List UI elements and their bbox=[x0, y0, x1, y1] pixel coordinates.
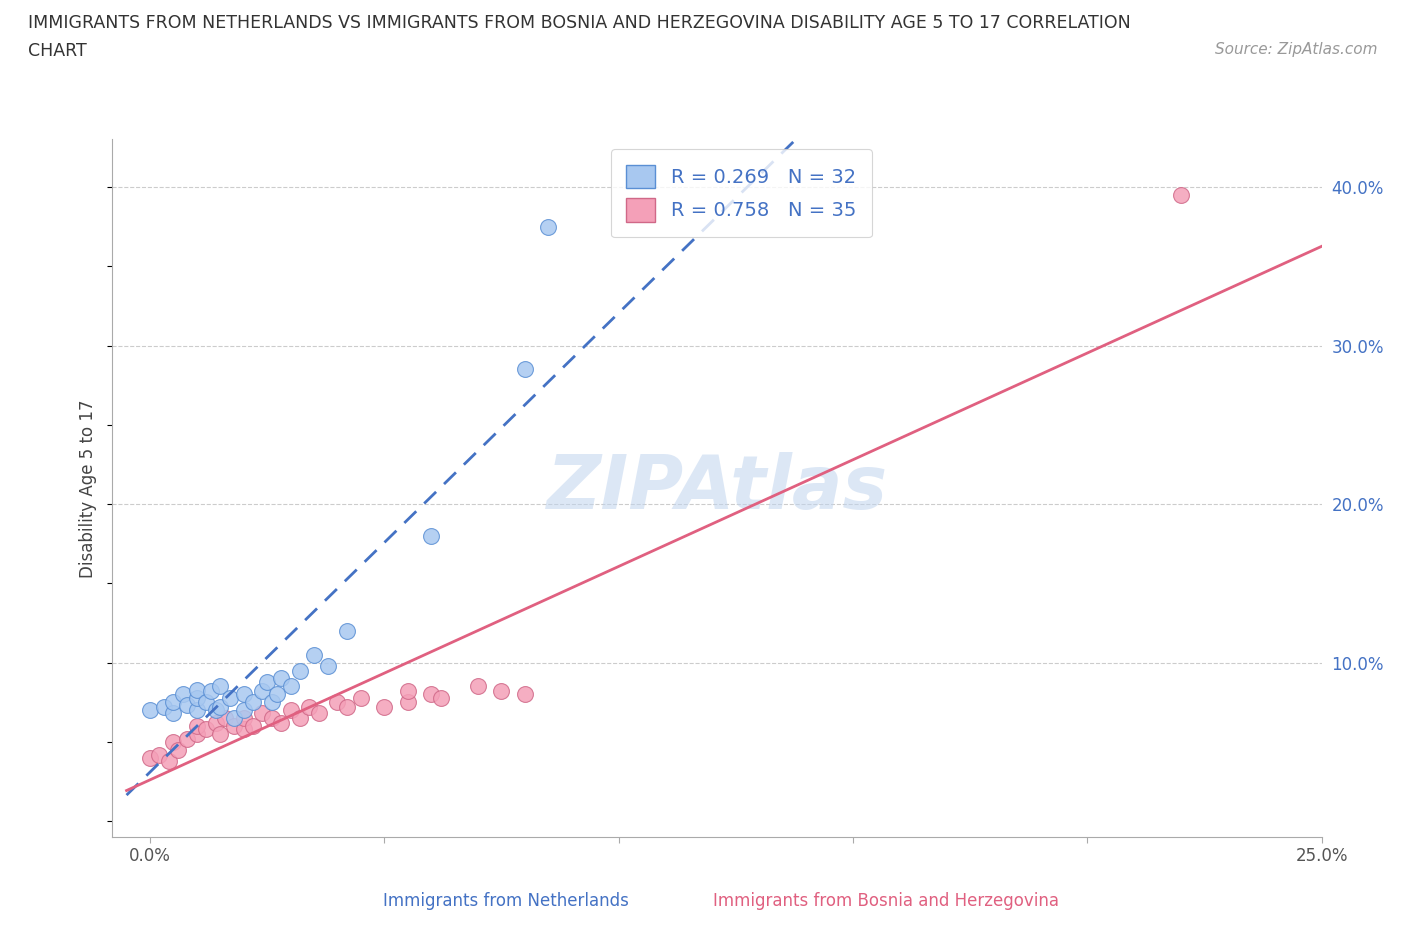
Point bbox=[224, 719, 246, 734]
Point bbox=[316, 658, 339, 673]
Point bbox=[280, 703, 302, 718]
Point bbox=[336, 699, 359, 714]
Point bbox=[242, 719, 264, 734]
Point bbox=[172, 687, 194, 702]
Point bbox=[373, 699, 395, 714]
Point bbox=[420, 687, 443, 702]
Text: Source: ZipAtlas.com: Source: ZipAtlas.com bbox=[1215, 42, 1378, 57]
Point bbox=[242, 695, 264, 710]
Point bbox=[186, 690, 208, 705]
Point bbox=[186, 726, 208, 741]
Text: ZIPAtlas: ZIPAtlas bbox=[547, 452, 887, 525]
Point bbox=[232, 722, 254, 737]
Point bbox=[162, 706, 184, 721]
Point bbox=[195, 722, 218, 737]
Point bbox=[200, 684, 222, 698]
Point bbox=[260, 711, 283, 725]
Point bbox=[162, 695, 184, 710]
Y-axis label: Disability Age 5 to 17: Disability Age 5 to 17 bbox=[79, 399, 97, 578]
Point bbox=[232, 687, 254, 702]
Point bbox=[176, 731, 198, 746]
Point bbox=[162, 735, 184, 750]
Point bbox=[513, 362, 536, 377]
Point bbox=[204, 703, 226, 718]
Point bbox=[288, 663, 311, 678]
Text: Immigrants from Netherlands: Immigrants from Netherlands bbox=[384, 892, 628, 910]
Point bbox=[302, 647, 325, 662]
Point bbox=[350, 690, 373, 705]
Point bbox=[396, 695, 419, 710]
Point bbox=[252, 684, 274, 698]
Point bbox=[429, 690, 451, 705]
Point bbox=[139, 703, 162, 718]
Point bbox=[209, 679, 232, 694]
Point bbox=[232, 711, 254, 725]
Text: IMMIGRANTS FROM NETHERLANDS VS IMMIGRANTS FROM BOSNIA AND HERZEGOVINA DISABILITY: IMMIGRANTS FROM NETHERLANDS VS IMMIGRANT… bbox=[28, 14, 1130, 32]
Point bbox=[491, 684, 513, 698]
Point bbox=[280, 679, 302, 694]
Point bbox=[139, 751, 162, 765]
Point bbox=[204, 715, 226, 730]
Point bbox=[270, 715, 292, 730]
Point bbox=[260, 695, 283, 710]
Point bbox=[298, 699, 321, 714]
Point bbox=[224, 711, 246, 725]
Point bbox=[209, 699, 232, 714]
Point bbox=[209, 726, 232, 741]
Text: Immigrants from Bosnia and Herzegovina: Immigrants from Bosnia and Herzegovina bbox=[713, 892, 1059, 910]
Point bbox=[256, 674, 278, 689]
Point bbox=[252, 706, 274, 721]
Point bbox=[176, 698, 198, 713]
Point bbox=[157, 753, 180, 768]
Point bbox=[148, 747, 170, 762]
Point bbox=[232, 703, 254, 718]
Point bbox=[308, 706, 330, 721]
Point bbox=[218, 690, 240, 705]
Point bbox=[326, 695, 349, 710]
Text: CHART: CHART bbox=[28, 42, 87, 60]
Point bbox=[420, 528, 443, 543]
Point bbox=[266, 687, 288, 702]
Point bbox=[396, 684, 419, 698]
Point bbox=[153, 699, 176, 714]
Point bbox=[1170, 188, 1192, 203]
Point bbox=[186, 719, 208, 734]
Point bbox=[467, 679, 489, 694]
Point bbox=[537, 219, 560, 234]
Point bbox=[186, 682, 208, 697]
Point bbox=[214, 711, 236, 725]
Point bbox=[513, 687, 536, 702]
Point bbox=[167, 742, 190, 757]
Legend: R = 0.269   N = 32, R = 0.758   N = 35: R = 0.269 N = 32, R = 0.758 N = 35 bbox=[610, 149, 872, 237]
Point bbox=[195, 695, 218, 710]
Point bbox=[186, 703, 208, 718]
Point bbox=[288, 711, 311, 725]
Point bbox=[336, 623, 359, 638]
Point bbox=[270, 671, 292, 686]
